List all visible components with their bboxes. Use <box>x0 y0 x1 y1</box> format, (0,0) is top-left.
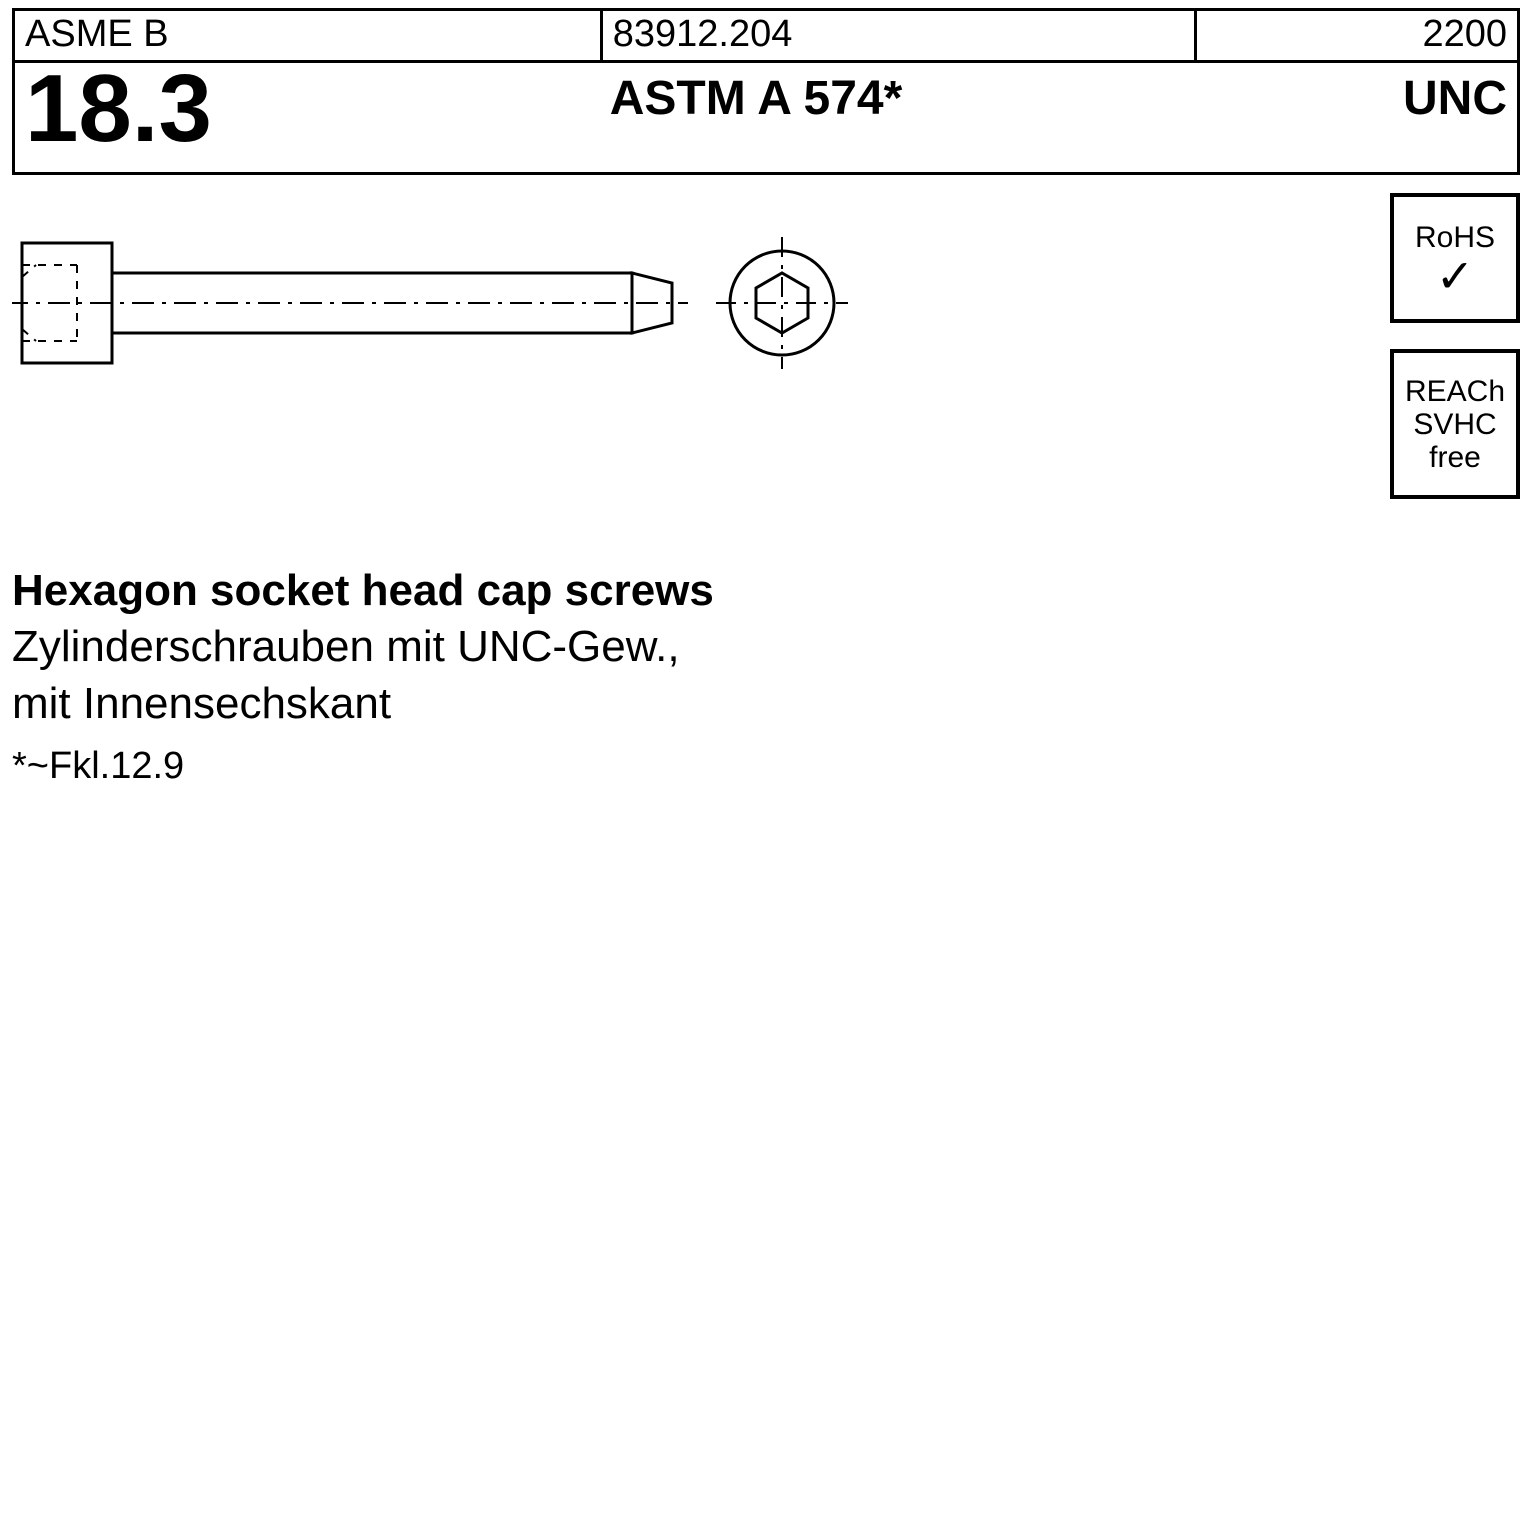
thread-spec: UNC <box>1197 63 1517 126</box>
reach-line1: REACh <box>1405 375 1505 408</box>
rohs-badge: RoHS ✓ <box>1390 193 1520 323</box>
std-org: ASME B <box>15 11 603 60</box>
part-number: 83912.204 <box>603 11 1197 60</box>
desc-de-1: Zylinderschrauben mit UNC-Gew., <box>12 619 1520 675</box>
screw-drawing <box>12 223 912 423</box>
diagram-area: RoHS ✓ REACh SVHC free <box>12 193 1520 453</box>
std-number: 18.3 <box>15 63 600 154</box>
header-row-1: ASME B 83912.204 2200 <box>12 8 1520 63</box>
reach-badge: REACh SVHC free <box>1390 349 1520 499</box>
header-row-2: 18.3 ASTM A 574* UNC <box>12 63 1520 175</box>
datasheet-page: ASME B 83912.204 2200 18.3 ASTM A 574* U… <box>0 0 1536 1536</box>
desc-de-2: mit Innensechskant <box>12 676 1520 732</box>
desc-en: Hexagon socket head cap screws <box>12 563 1520 619</box>
material-spec: ASTM A 574* <box>600 63 1197 126</box>
reach-line3: free <box>1429 441 1481 474</box>
check-icon: ✓ <box>1436 258 1475 295</box>
reach-line2: SVHC <box>1413 408 1496 441</box>
description-block: Hexagon socket head cap screws Zylinders… <box>12 563 1520 791</box>
code-right: 2200 <box>1197 11 1517 60</box>
desc-note: *~Fkl.12.9 <box>12 742 1520 791</box>
compliance-badges: RoHS ✓ REACh SVHC free <box>1390 193 1520 525</box>
